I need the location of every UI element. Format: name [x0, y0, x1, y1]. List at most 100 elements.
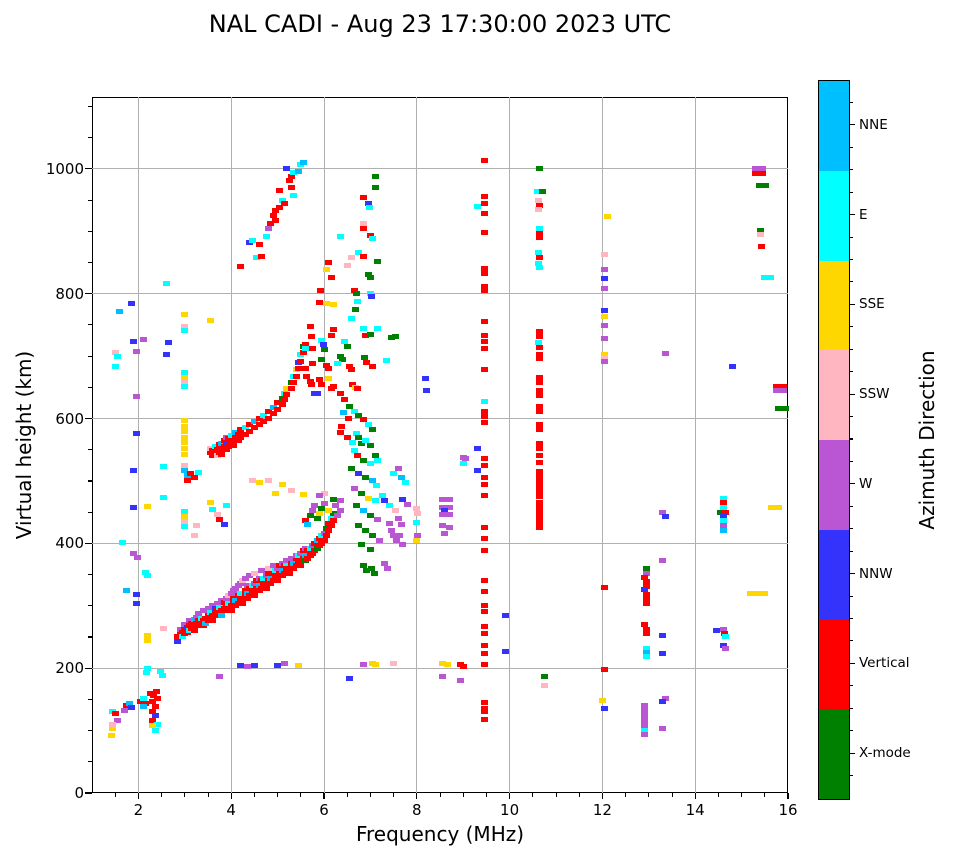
data-point — [643, 596, 650, 602]
y-minor-tick — [88, 605, 92, 607]
data-point — [250, 663, 258, 669]
data-point — [659, 632, 667, 638]
data-point — [536, 504, 544, 510]
data-point — [318, 337, 326, 343]
x-minor-tick — [114, 793, 116, 797]
data-point — [123, 587, 131, 593]
data-point — [234, 600, 242, 606]
data-point — [536, 489, 544, 494]
x-minor-tick — [532, 793, 534, 797]
data-point — [281, 570, 289, 576]
colorbar-tick — [850, 393, 855, 395]
data-point — [761, 274, 769, 280]
data-point — [380, 498, 388, 504]
data-point — [373, 326, 381, 332]
x-minor-tick — [346, 793, 348, 797]
colorbar-tick-label: Vertical — [859, 655, 910, 672]
data-point — [371, 498, 379, 504]
data-point — [250, 570, 258, 576]
data-point — [299, 160, 307, 165]
data-point — [536, 426, 544, 432]
data-point — [364, 271, 372, 277]
data-point — [752, 166, 759, 172]
data-point — [535, 197, 543, 203]
data-point — [601, 359, 609, 365]
data-point — [320, 490, 328, 496]
data-point — [130, 339, 138, 345]
data-point — [346, 675, 353, 681]
data-point — [536, 403, 544, 409]
data-point — [322, 533, 330, 539]
data-point — [536, 474, 544, 479]
data-point — [213, 600, 221, 606]
colorbar-tick — [850, 617, 853, 620]
data-point — [640, 708, 648, 714]
data-point — [338, 423, 346, 429]
data-point — [413, 505, 421, 511]
data-point — [325, 376, 333, 381]
data-point — [165, 339, 173, 345]
data-point — [721, 509, 729, 515]
data-point — [327, 333, 335, 338]
data-point — [501, 648, 509, 654]
x-tick-label: 14 — [685, 801, 705, 819]
data-point — [421, 376, 429, 381]
x-minor-tick — [671, 793, 673, 797]
data-point — [204, 618, 212, 624]
data-point — [232, 603, 240, 609]
data-point — [253, 254, 261, 260]
data-point — [371, 185, 379, 190]
data-point — [281, 397, 289, 403]
colorbar — [818, 80, 850, 800]
data-point — [717, 509, 725, 515]
plot-frame — [92, 97, 788, 793]
data-point — [480, 288, 488, 293]
data-point — [132, 592, 140, 597]
data-point — [480, 661, 488, 667]
data-point — [181, 370, 189, 376]
data-point — [313, 545, 321, 551]
colorbar-tick — [850, 236, 853, 238]
data-point — [336, 429, 344, 435]
data-point — [752, 170, 759, 176]
colorbar-tick — [850, 371, 853, 373]
data-point — [257, 585, 265, 591]
data-point — [747, 590, 755, 596]
data-point — [329, 497, 337, 503]
data-point — [480, 650, 488, 656]
colorbar-tick — [850, 438, 853, 440]
data-point — [387, 528, 395, 534]
data-point — [480, 705, 488, 711]
x-tick-label: 12 — [592, 801, 612, 819]
data-point — [281, 563, 289, 569]
data-point — [144, 637, 152, 643]
data-point — [290, 565, 298, 571]
data-point — [290, 193, 298, 199]
data-point — [216, 673, 224, 679]
data-point — [281, 661, 289, 667]
data-point — [278, 481, 286, 487]
data-point — [366, 460, 374, 466]
data-point — [311, 503, 319, 509]
data-point — [643, 565, 650, 571]
data-point — [353, 453, 361, 459]
data-point — [601, 355, 609, 361]
data-point — [306, 378, 314, 384]
data-point — [213, 447, 221, 453]
data-point — [269, 213, 277, 219]
y-minor-tick — [88, 761, 92, 763]
data-point — [336, 498, 344, 504]
data-point — [359, 508, 367, 514]
data-point — [601, 705, 609, 711]
data-point — [206, 609, 214, 615]
data-point — [109, 726, 117, 732]
x-minor-tick — [161, 793, 163, 797]
data-point — [536, 230, 544, 236]
data-point — [762, 183, 770, 189]
data-point — [227, 433, 235, 439]
colorbar-tick — [850, 124, 855, 126]
data-point — [480, 333, 488, 338]
data-point — [283, 386, 291, 391]
data-point — [640, 622, 648, 627]
data-point — [239, 600, 247, 606]
